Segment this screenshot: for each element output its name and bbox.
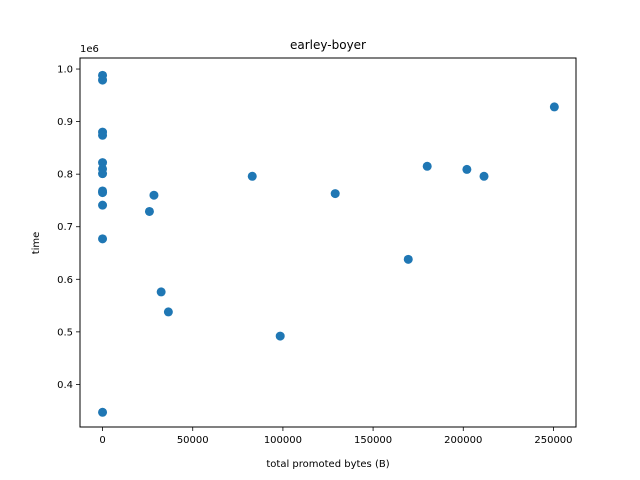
data-point xyxy=(149,190,159,200)
data-point xyxy=(98,158,108,168)
x-axis-label: total promoted bytes (B) xyxy=(266,459,389,470)
y-tick-label: 0.8 xyxy=(57,170,73,181)
y-tick-label: 0.7 xyxy=(57,222,73,233)
y-axis-ticks: 0.4 0.5 0.6 0.7 0.8 0.9 1.0 xyxy=(57,65,80,391)
data-point xyxy=(98,200,108,210)
y-tick-label: 0.4 xyxy=(57,380,73,391)
x-tick-label: 100000 xyxy=(264,435,302,446)
y-axis-label: time xyxy=(31,232,42,255)
x-tick-label: 0 xyxy=(99,435,105,446)
x-tick-label: 250000 xyxy=(534,435,572,446)
data-points xyxy=(98,70,559,417)
plot-frame xyxy=(79,57,577,428)
data-point xyxy=(156,287,166,297)
x-axis-ticks: 0 50000 100000 150000 200000 250000 xyxy=(99,427,573,446)
data-point xyxy=(403,254,413,264)
y-tick-label: 0.5 xyxy=(57,327,73,338)
data-point xyxy=(98,188,108,198)
data-point xyxy=(163,307,173,317)
chart-title: earley-boyer xyxy=(290,38,366,52)
data-point xyxy=(98,130,108,140)
data-point xyxy=(549,102,559,112)
x-tick-label: 150000 xyxy=(354,435,392,446)
data-point xyxy=(330,189,340,199)
data-point xyxy=(98,407,108,417)
y-offset-label: 1e6 xyxy=(80,44,99,55)
data-point xyxy=(462,164,472,174)
y-tick-label: 0.9 xyxy=(57,117,73,128)
data-point xyxy=(144,206,154,216)
x-tick-label: 50000 xyxy=(177,435,209,446)
data-point xyxy=(98,169,108,179)
data-point xyxy=(275,331,285,341)
data-point xyxy=(422,161,432,171)
data-point xyxy=(247,171,257,181)
data-point xyxy=(98,75,108,85)
data-point xyxy=(479,171,489,181)
y-tick-label: 0.6 xyxy=(57,275,73,286)
x-tick-label: 200000 xyxy=(444,435,482,446)
y-tick-label: 1.0 xyxy=(57,65,73,76)
data-point xyxy=(98,234,108,244)
